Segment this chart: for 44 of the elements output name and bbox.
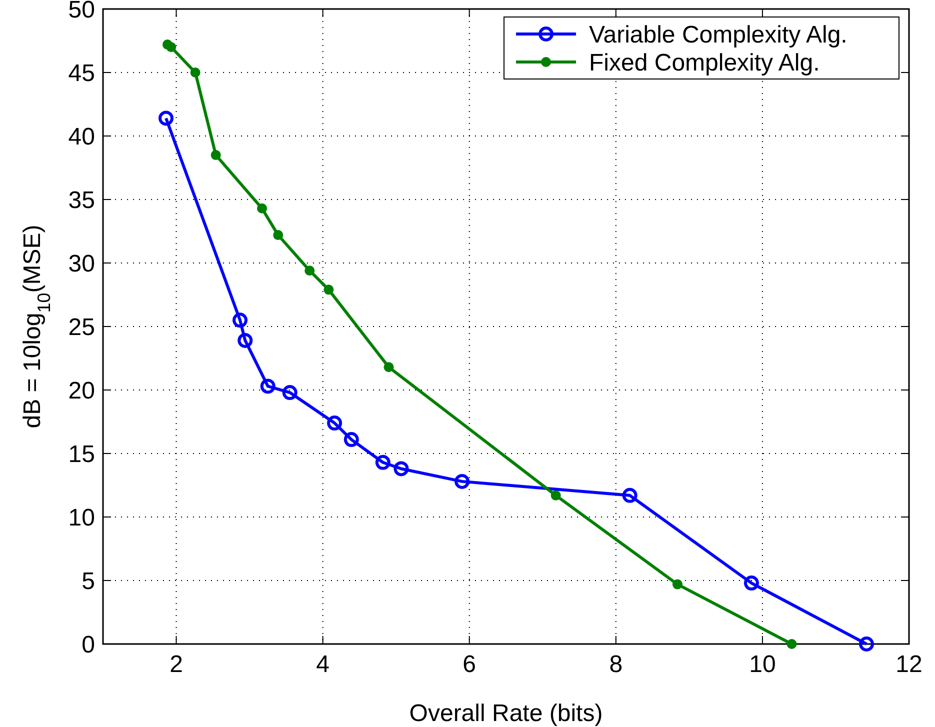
point	[273, 230, 284, 240]
point	[282, 385, 298, 400]
y-tick-label: 45	[68, 60, 95, 87]
x-tick-label: 8	[609, 651, 623, 678]
point	[550, 490, 561, 500]
point	[786, 639, 797, 649]
point	[158, 110, 174, 126]
legend-label: Fixed Complexity Alg.	[589, 49, 820, 76]
point	[166, 42, 176, 52]
y-tick-label: 40	[68, 123, 95, 150]
y-tick-label: 35	[68, 186, 95, 214]
x-tick-label: 2	[170, 651, 183, 678]
point	[257, 203, 267, 214]
point	[260, 378, 276, 394]
point	[344, 432, 359, 448]
point	[238, 332, 253, 348]
y-tick-label: 0	[82, 631, 95, 658]
y-tick-label: 15	[68, 440, 95, 468]
x-tick-label: 10	[749, 651, 776, 678]
point	[454, 474, 470, 489]
point	[327, 416, 342, 431]
point	[190, 68, 200, 78]
y-tick-label: 30	[68, 250, 95, 278]
point	[394, 461, 409, 476]
point	[375, 454, 390, 470]
y-tick-label: 25	[68, 314, 95, 341]
y-tick-label: 50	[68, 0, 95, 24]
point	[859, 636, 874, 652]
point	[210, 150, 221, 160]
point	[304, 266, 315, 276]
x-tick-label: 12	[896, 651, 922, 678]
x-tick-label: 4	[316, 651, 330, 678]
x-tick-label: 6	[462, 651, 476, 678]
point	[744, 576, 759, 591]
y-tick-label: 20	[68, 377, 95, 404]
x-axis-title: Overall Rate (bits)	[409, 700, 603, 727]
point	[324, 284, 334, 295]
point	[232, 312, 248, 328]
y-tick-label: 5	[82, 568, 95, 595]
point	[622, 488, 638, 503]
point	[384, 362, 394, 372]
y-tick-label: 10	[68, 504, 95, 532]
point	[672, 579, 682, 590]
legend-label: Variable Complexity Alg.	[589, 21, 848, 48]
